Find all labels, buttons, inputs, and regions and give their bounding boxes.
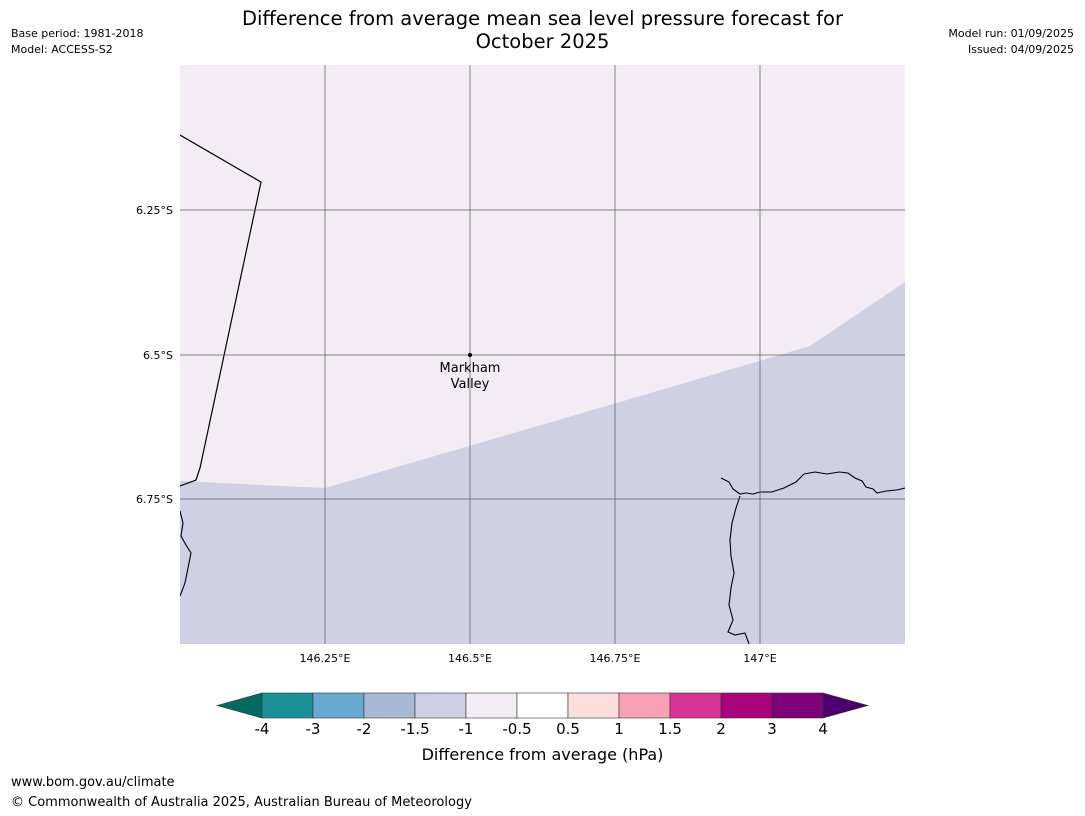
colorbar-over-arrow: [822, 692, 870, 719]
colorbar: [215, 692, 870, 719]
lon-tick-label: 147°E: [743, 652, 776, 665]
colorbar-tick: -4: [254, 720, 270, 738]
location-name-line-1: Markham: [440, 361, 501, 376]
colorbar-segment: [669, 692, 722, 719]
model-run-text: Model run: 01/09/2025: [948, 27, 1074, 40]
colorbar-segment: [771, 692, 824, 719]
east-coastline-south: [727, 495, 750, 644]
map-title: Difference from average mean sea level p…: [180, 7, 905, 53]
location-name-line-2: Valley: [451, 377, 490, 392]
colorbar-segment: [261, 692, 314, 719]
title-line-1: Difference from average mean sea level p…: [242, 7, 843, 30]
footer-url: www.bom.gov.au/climate: [11, 775, 175, 790]
colorbar-tick: -3: [305, 720, 321, 738]
colorbar-tick: 1: [614, 720, 624, 738]
colorbar-tick: -1: [458, 720, 474, 738]
colorbar-tick: 1.5: [658, 720, 682, 738]
model-text: Model: ACCESS-S2: [11, 43, 113, 56]
colorbar-segment: [720, 692, 773, 719]
title-line-2: October 2025: [475, 30, 610, 53]
colorbar-tick: 2: [716, 720, 726, 738]
colorbar-segment: [414, 692, 467, 719]
colorbar-segment: [516, 692, 569, 719]
colorbar-segment: [312, 692, 365, 719]
lon-tick-label: 146.25°E: [300, 652, 351, 665]
colorbar-tick: 0.5: [556, 720, 580, 738]
location-dot: [468, 353, 472, 357]
lat-tick-label: 6.5°S: [143, 349, 173, 362]
lon-tick-label: 146.5°E: [448, 652, 492, 665]
coastline-layer: [180, 134, 905, 644]
colorbar-label: Difference from average (hPa): [421, 745, 664, 764]
lat-tick-label: 6.25°S: [136, 204, 173, 217]
colorbar-segment: [465, 692, 518, 719]
colorbar-segment: [618, 692, 671, 719]
graticule: [180, 65, 905, 644]
forecast-metadata-left: Base period: 1981-2018 Model: ACCESS-S2: [11, 26, 143, 58]
base-period-text: Base period: 1981-2018: [11, 27, 144, 40]
lon-tick-label: 146.75°E: [590, 652, 641, 665]
colorbar-segment: [567, 692, 620, 719]
colorbar-tick: 3: [767, 720, 777, 738]
map-panel: Markham Valley: [180, 65, 905, 644]
colorbar-segment: [363, 692, 416, 719]
colorbar-segments: [261, 692, 824, 719]
longitude-axis-labels: 146.25°E 146.5°E 146.75°E 147°E: [300, 652, 777, 665]
latitude-axis-labels: 6.25°S 6.5°S 6.75°S: [136, 204, 173, 506]
west-coastline: [180, 510, 192, 597]
west-boundary-line: [180, 134, 262, 487]
issued-text: Issued: 04/09/2025: [967, 43, 1074, 56]
east-coastline: [720, 471, 905, 495]
footer-copyright: © Commonwealth of Australia 2025, Austra…: [11, 795, 472, 810]
colorbar-tick: -1.5: [400, 720, 430, 738]
pressure-region-minus1.5-to-minus1: [180, 282, 905, 644]
colorbar-tick: -0.5: [502, 720, 532, 738]
location-marker: Markham Valley: [440, 353, 501, 392]
colorbar-tick: 4: [818, 720, 828, 738]
colorbar-under-arrow: [215, 692, 263, 719]
lat-tick-label: 6.75°S: [136, 493, 173, 506]
forecast-metadata-right: Model run: 01/09/2025 Issued: 04/09/2025: [948, 26, 1074, 58]
colorbar-tick: -2: [356, 720, 372, 738]
